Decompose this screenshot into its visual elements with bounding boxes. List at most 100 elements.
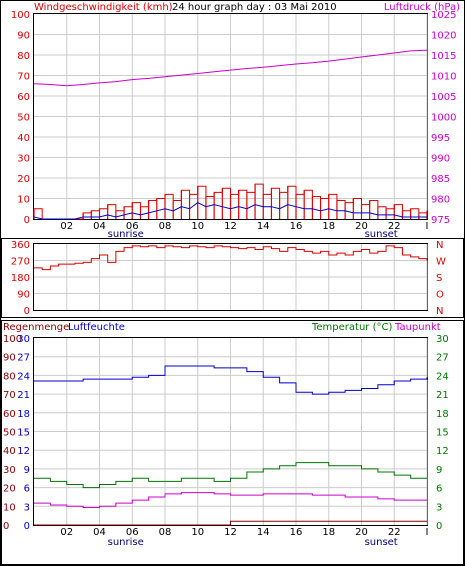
rain-tick-label: 70 [3,390,16,401]
x-tick-label: 16 [290,221,303,232]
x-tick-label: 10 [191,221,204,232]
sunrise-label: sunrise [108,537,144,548]
wind-tick-label: 100 [11,10,30,21]
pressure-tick-label: 1000 [431,113,456,124]
wind-tick-label: 50 [17,113,30,124]
direction-tick-label: 180 [11,273,30,284]
compass-label: N [436,306,443,317]
humidity-tick-label: 30 [17,334,30,345]
x-tick-label: 06 [126,221,139,232]
humidity-tick-label: 24 [17,371,30,382]
humidity-tick-label: 15 [17,428,30,439]
direction-tick-label: 0 [24,306,30,317]
compass-label: W [436,257,446,268]
temperature-tick-label: 18 [436,409,449,420]
wind-tick-label: 90 [17,31,30,42]
wind-axis-title: Windgeschwindigkeit (kmh) [34,2,173,13]
direction-tick-label: 270 [11,257,30,268]
pressure-tick-label: 995 [431,133,450,144]
temperature-tick-label: 24 [436,371,449,382]
rain-tick-label: 20 [3,484,16,495]
humidity-x-ticks: 02 04 06 08 10 12 14 16 18 20 22 I [60,527,428,538]
pressure-tick-label: 1010 [431,72,456,83]
x-tick-label: 22 [388,221,401,232]
humidity-temp-panel: Regenmenge Luftfeuchte Temperatur (°C) T… [1,320,464,565]
wind-tick-label: 70 [17,72,30,83]
x-tick-label: I [426,221,429,232]
series-line [33,49,428,87]
sunset-label: sunset [365,537,398,548]
direction-grid [34,244,428,310]
temperature-tick-label: 30 [436,334,449,345]
pressure-tick-label: 985 [431,174,450,185]
wind-tick-label: 0 [24,215,30,226]
humidity-tick-label: 12 [17,446,30,457]
temperature-tick-label: 15 [436,428,449,439]
gust-line [34,183,428,220]
series-line [34,462,427,489]
x-tick-label: 08 [159,527,172,538]
sunrise-label: sunrise [108,229,144,240]
temperature-tick-label: 21 [436,390,449,401]
series-line [34,520,427,526]
x-tick-label: 12 [224,527,237,538]
humidity-tick-label: 18 [17,409,30,420]
humidity-outer-frame [1,320,464,565]
temperature-tick-label: 6 [436,484,442,495]
pressure-tick-label: 1020 [431,31,456,42]
x-tick-label: 10 [191,527,204,538]
temperature-tick-label: 27 [436,353,449,364]
wind-x-ticks: 02 04 06 08 10 12 14 16 18 20 22 I [60,221,428,232]
humidity-tick-label: 0 [24,521,30,532]
x-tick-label: 12 [224,221,237,232]
compass-label: O [436,290,444,301]
x-tick-label: I [426,527,429,538]
temperature-tick-label: 12 [436,446,449,457]
pressure-tick-label: 980 [431,195,450,206]
x-tick-label: 06 [126,527,139,538]
rain-axis-title: Regenmenge [3,322,69,333]
sunset-label: sunset [365,229,398,240]
rain-tick-label: 60 [3,409,16,420]
rain-tick-label: 40 [3,446,16,457]
series-line [34,365,428,395]
temperature-tick-label: 9 [436,465,442,476]
graph-title: 24 hour graph day : 03 Mai 2010 [172,2,337,13]
rain-tick-label: 0 [3,521,9,532]
x-tick-label: 02 [60,221,73,232]
direction-outer-frame [1,238,464,318]
temperature-axis-title: Temperatur (°C) [311,322,392,333]
pressure-tick-label: 1025 [431,10,456,21]
dewpoint-axis-title: Taupunkt [394,322,441,333]
wind-tick-label: 10 [17,195,30,206]
temperature-tick-label: 3 [436,502,442,513]
humidity-tick-label: 9 [24,465,30,476]
series-line [34,492,427,509]
wind-tick-label: 20 [17,174,30,185]
direction-series [34,245,428,271]
x-tick-label: 20 [355,527,368,538]
humidity-tick-label: 3 [24,502,30,513]
x-tick-label: 08 [159,221,172,232]
pressure-tick-label: 975 [431,215,450,226]
x-tick-label: 04 [93,221,106,232]
direction-tick-label: 90 [17,290,30,301]
pressure-axis-ticks: 1025 1020 1015 1010 1005 1000 995 990 985 980 975 [431,10,456,226]
series-line [33,202,427,220]
humidity-axis-title: Luftfeuchte [68,322,125,333]
humidity-tick-label: 27 [17,353,30,364]
direction-tick-label: 360 [11,240,30,251]
wind-pressure-series [33,49,428,220]
wind-tick-label: 80 [17,51,30,62]
direction-line [34,245,428,271]
direction-axis-ticks: 360 270 180 90 0 [11,240,30,317]
x-tick-label: 20 [355,221,368,232]
x-tick-label: 16 [290,527,303,538]
rain-tick-label: 90 [3,353,16,364]
